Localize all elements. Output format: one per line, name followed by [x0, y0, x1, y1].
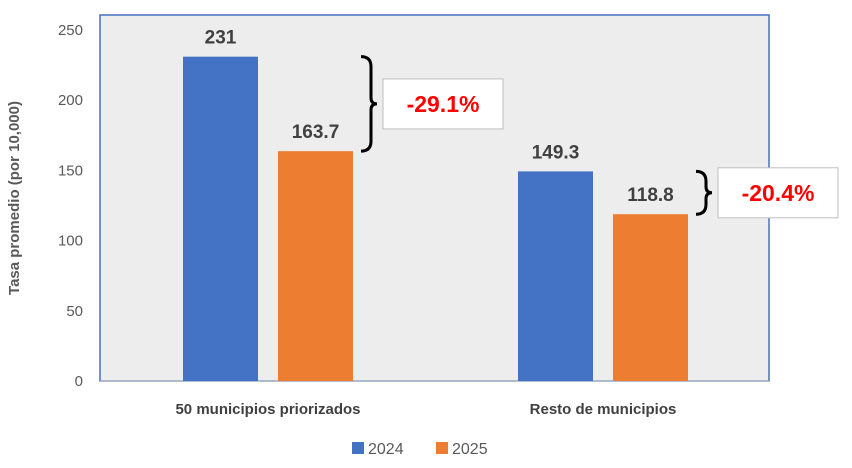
legend-swatch: [352, 442, 364, 454]
change-label: -20.4%: [742, 180, 815, 206]
y-axis-ticks: 0 50 100 150 200 250: [58, 22, 83, 390]
bar-2025-1: [278, 151, 353, 381]
y-axis-label: Tasa promedio (por 10,000): [6, 101, 23, 295]
bar-2024-2: [518, 171, 593, 381]
legend-label: 2025: [452, 441, 488, 458]
data-label: 163.7: [292, 122, 340, 143]
category-label: Resto de municipios: [530, 401, 677, 418]
y-tick-label: 50: [66, 303, 83, 320]
category-label: 50 municipios priorizados: [175, 401, 360, 418]
data-labels-group: 231 163.7 149.3 118.8: [205, 28, 674, 207]
data-label: 149.3: [532, 142, 580, 163]
change-label: -29.1%: [407, 91, 480, 117]
category-labels-group: 50 municipios priorizados Resto de munici…: [175, 401, 676, 418]
brace-icon: [360, 55, 378, 153]
brace-icon: [695, 169, 713, 216]
data-label: 231: [205, 28, 237, 49]
y-tick-label: 150: [58, 162, 83, 179]
y-tick-label: 0: [75, 373, 83, 390]
legend-swatch: [436, 442, 448, 454]
change-box: [717, 167, 839, 219]
y-tick-label: 200: [58, 92, 83, 109]
y-tick-label: 250: [58, 22, 83, 39]
legend-label: 2024: [368, 441, 404, 458]
change-box: [382, 78, 504, 130]
bar-2025-2: [613, 214, 688, 381]
legend: 2024 2025: [352, 441, 488, 458]
bar-2024-1: [183, 56, 258, 382]
y-tick-label: 100: [58, 233, 83, 250]
data-label: 118.8: [627, 185, 674, 206]
bars-group: [183, 56, 688, 382]
change-annotations-group: -29.1% -20.4%: [360, 55, 839, 219]
